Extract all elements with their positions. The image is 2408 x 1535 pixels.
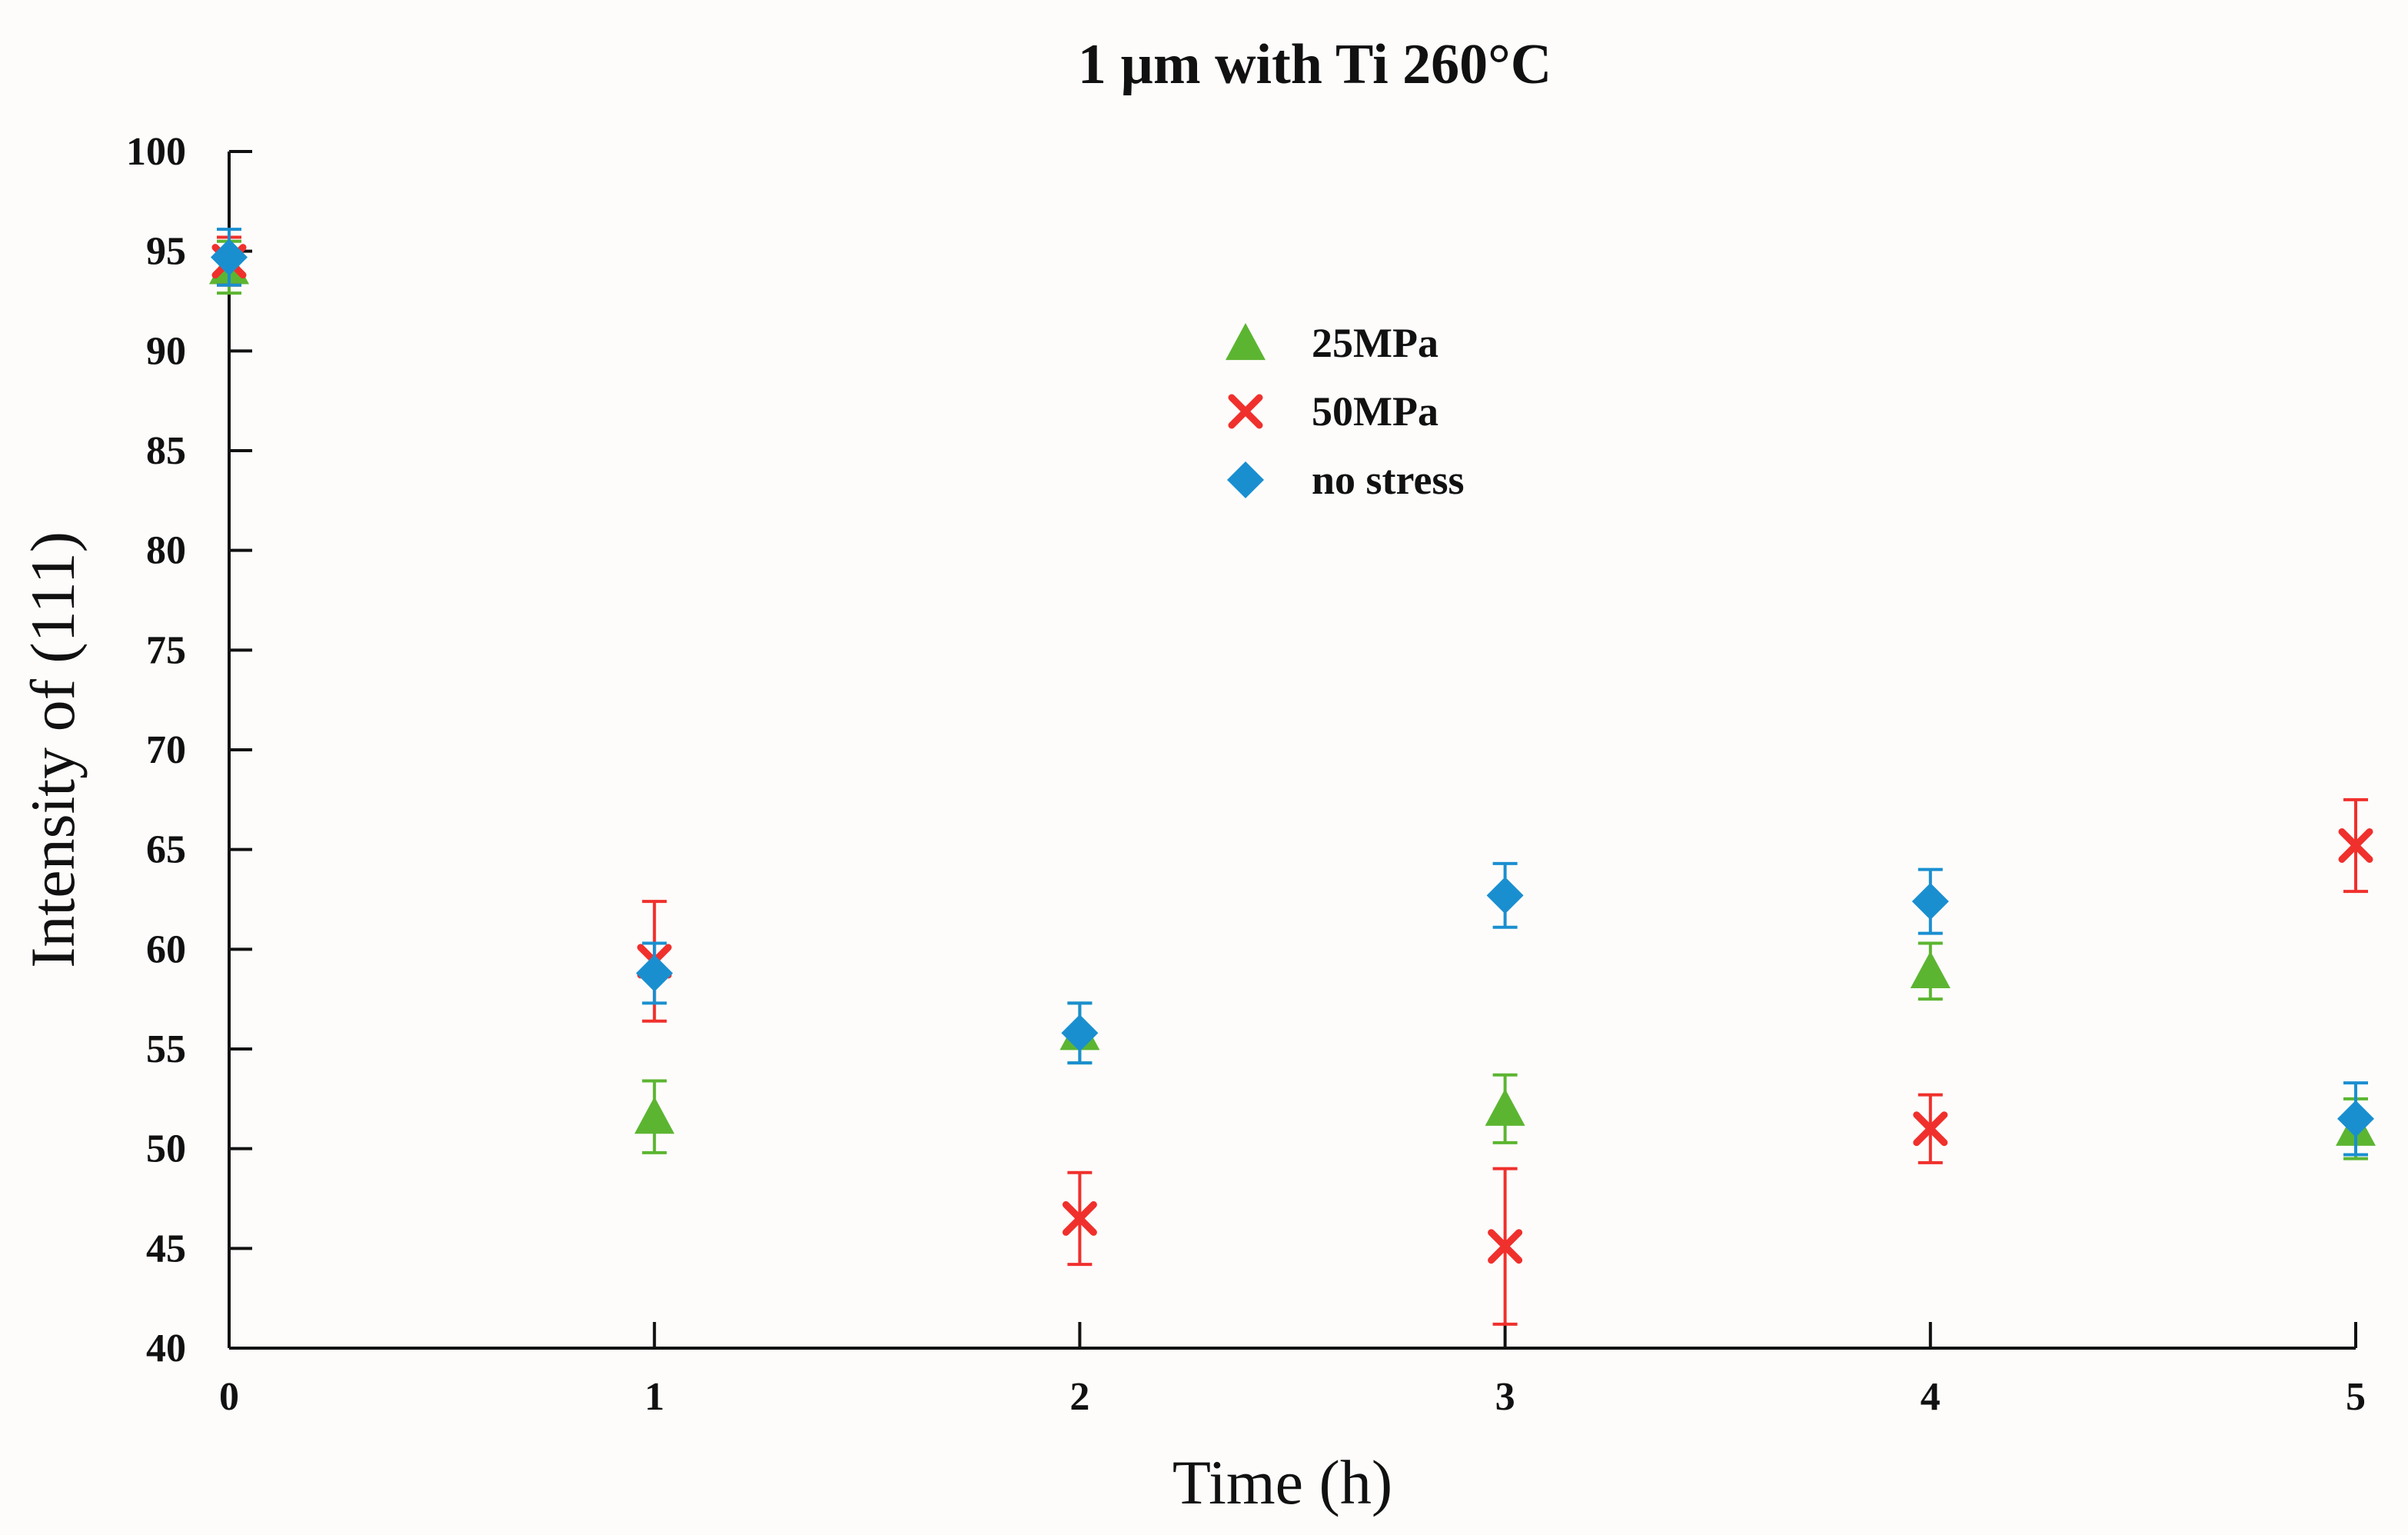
legend-item: no stress <box>1227 457 1465 503</box>
data-point-stroke <box>1488 1229 1523 1264</box>
legend-label: 50MPa <box>1312 388 1438 435</box>
chart-title: 1 µm with Ti 260°C <box>1078 33 1552 96</box>
y-tick-label: 40 <box>146 1327 186 1370</box>
x-tick-label: 3 <box>1495 1375 1515 1419</box>
data-point <box>1061 1014 1099 1052</box>
y-tick-label: 45 <box>146 1227 186 1270</box>
y-tick-label: 100 <box>126 130 186 174</box>
data-point <box>2337 1100 2374 1137</box>
legend-marker <box>1227 461 1264 498</box>
legend-marker <box>1226 323 1266 361</box>
y-tick-label: 50 <box>146 1127 186 1171</box>
x-tick-label: 2 <box>1069 1375 1089 1419</box>
legend: 25MPa 50MPa no stress <box>1226 320 1465 503</box>
data-point <box>634 1097 675 1134</box>
data-point-stroke <box>2338 827 2373 863</box>
x-tick-label: 4 <box>1921 1375 1941 1419</box>
data-point <box>1913 1111 1948 1147</box>
y-tick-label: 75 <box>146 628 186 672</box>
y-tick-label: 95 <box>146 230 186 274</box>
y-ticks: 40 45 50 55 60 65 70 75 80 85 90 95 100 <box>126 130 252 1370</box>
data-point <box>2338 827 2373 863</box>
legend-marker <box>1228 394 1263 429</box>
series-no-stress <box>211 228 2374 1157</box>
y-tick-label: 90 <box>146 329 186 373</box>
y-tick-label: 65 <box>146 828 186 872</box>
y-tick-label: 55 <box>146 1027 186 1071</box>
legend-label: 25MPa <box>1312 320 1438 366</box>
x-tick-label: 5 <box>2346 1375 2366 1419</box>
data-point <box>1488 1229 1523 1264</box>
data-point <box>1062 1200 1097 1236</box>
legend-item: 25MPa <box>1226 320 1438 366</box>
data-point-stroke <box>1062 1200 1097 1236</box>
x-tick-label: 1 <box>644 1375 664 1419</box>
data-point-stroke <box>1913 1111 1948 1147</box>
y-tick-label: 70 <box>146 728 186 772</box>
x-axis-label: Time (h) <box>1172 1447 1392 1517</box>
data-point <box>1486 877 1524 914</box>
data-point <box>211 238 248 276</box>
data-point <box>1485 1088 1525 1126</box>
legend-marker-stroke <box>1228 394 1263 429</box>
x-ticks: 0 1 2 3 4 5 <box>219 1322 2366 1419</box>
y-tick-label: 60 <box>146 927 186 971</box>
series-layer <box>209 228 2376 1326</box>
data-point <box>636 954 674 992</box>
y-tick-label: 85 <box>146 429 186 473</box>
y-tick-label: 80 <box>146 529 186 573</box>
data-point <box>1910 951 1951 988</box>
data-point <box>1911 883 1949 921</box>
legend-label: no stress <box>1312 457 1465 503</box>
legend-item: 50MPa <box>1228 388 1438 435</box>
x-tick-label: 0 <box>219 1375 239 1419</box>
y-axis-label: Intensity of (111) <box>18 531 88 968</box>
